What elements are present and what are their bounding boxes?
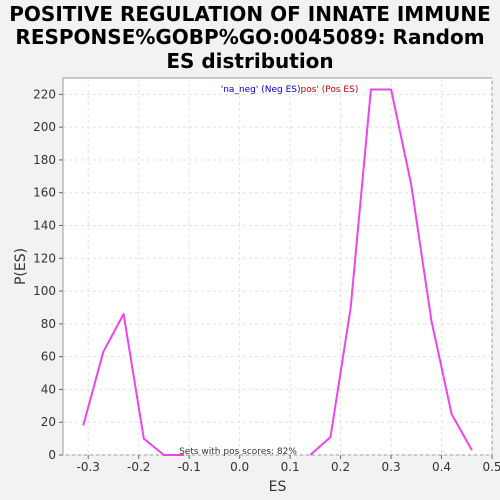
y-tick-label: 120 — [33, 251, 56, 265]
chart-title-line-2: RESPONSE%GOBP%GO:0045089: Random — [15, 25, 485, 49]
pos-scores-annotation: Sets with pos scores: 82% — [179, 447, 297, 457]
chart-title-line-1: POSITIVE REGULATION OF INNATE IMMUNE — [9, 2, 491, 26]
y-tick-label: 200 — [33, 120, 56, 134]
y-tick-label: 40 — [41, 382, 56, 396]
legend-entry-neg: 'na_neg' (Neg ES) — [221, 85, 301, 95]
plot-area — [62, 77, 493, 456]
y-axis-label: P(ES) — [13, 248, 29, 285]
legend-entry-pos: pos' (Pos ES) — [301, 85, 359, 95]
x-tick-label: 0.4 — [432, 460, 451, 474]
x-tick-label: 0.5 — [482, 460, 500, 474]
y-tick-label: 20 — [41, 415, 56, 429]
y-tick-label: 0 — [48, 448, 56, 462]
series-line-2 — [309, 88, 473, 456]
x-tick-label: -0.2 — [127, 460, 150, 474]
x-tick-label: 0.2 — [331, 460, 350, 474]
y-tick-label: 160 — [33, 186, 56, 200]
series-layer — [82, 88, 473, 456]
x-tick-label: 0.3 — [382, 460, 401, 474]
y-tick-label: 220 — [33, 87, 56, 101]
axes-layer: -0.3 -0.2 -0.1 0.0 0.1 0.2 0.3 0.4 0.5 0 20 40 60 80 1… — [33, 87, 500, 474]
y-tick-label: 100 — [33, 284, 56, 298]
series-line-1 — [82, 313, 185, 456]
x-axis-label: ES — [269, 479, 287, 495]
x-tick-label: 0.0 — [230, 460, 249, 474]
x-tick-label: 0.1 — [281, 460, 300, 474]
y-tick-label: 140 — [33, 219, 56, 233]
y-tick-label: 80 — [41, 317, 56, 331]
y-tick-label: 180 — [33, 153, 56, 167]
x-tick-label: -0.3 — [77, 460, 100, 474]
x-tick-label: -0.1 — [177, 460, 200, 474]
grid-lines — [63, 78, 493, 456]
y-tick-label: 60 — [41, 350, 56, 364]
chart-title-line-3: ES distribution — [166, 49, 334, 73]
